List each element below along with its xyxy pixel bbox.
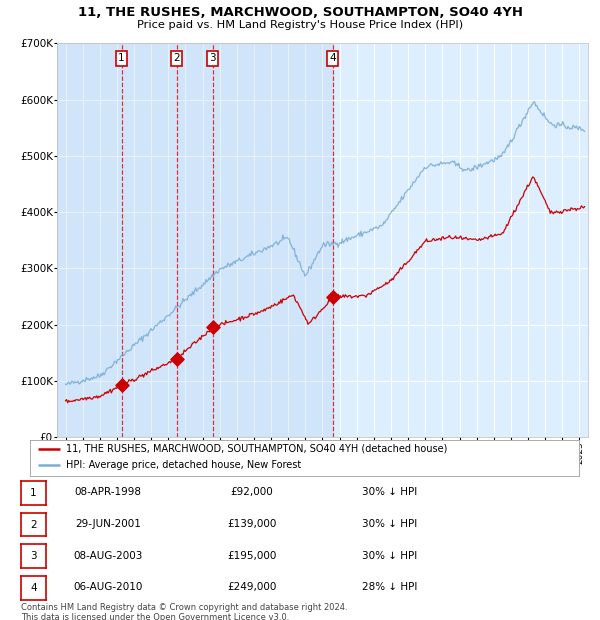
Text: £139,000: £139,000	[227, 519, 277, 529]
Text: £92,000: £92,000	[230, 487, 274, 497]
Text: 08-APR-1998: 08-APR-1998	[74, 487, 142, 497]
Point	[172, 354, 182, 364]
Text: 1: 1	[118, 53, 125, 63]
Text: Price paid vs. HM Land Registry's House Price Index (HPI): Price paid vs. HM Land Registry's House …	[137, 20, 463, 30]
Text: £195,000: £195,000	[227, 551, 277, 560]
Text: 28% ↓ HPI: 28% ↓ HPI	[362, 582, 418, 592]
Bar	[57, 43, 333, 437]
Text: 30% ↓ HPI: 30% ↓ HPI	[362, 487, 418, 497]
Text: 3: 3	[30, 551, 37, 561]
Point	[328, 292, 338, 302]
Text: 2: 2	[173, 53, 180, 63]
Text: 4: 4	[30, 583, 37, 593]
Text: 1: 1	[30, 488, 37, 498]
Text: 08-AUG-2003: 08-AUG-2003	[73, 551, 143, 560]
Text: 11, THE RUSHES, MARCHWOOD, SOUTHAMPTON, SO40 4YH: 11, THE RUSHES, MARCHWOOD, SOUTHAMPTON, …	[77, 6, 523, 19]
Text: 11, THE RUSHES, MARCHWOOD, SOUTHAMPTON, SO40 4YH (detached house): 11, THE RUSHES, MARCHWOOD, SOUTHAMPTON, …	[65, 443, 447, 454]
Text: 2: 2	[30, 520, 37, 529]
Text: HPI: Average price, detached house, New Forest: HPI: Average price, detached house, New …	[65, 461, 301, 471]
Text: 06-AUG-2010: 06-AUG-2010	[73, 582, 143, 592]
Text: Contains HM Land Registry data © Crown copyright and database right 2024.
This d: Contains HM Land Registry data © Crown c…	[21, 603, 347, 620]
Text: 3: 3	[209, 53, 216, 63]
Text: 4: 4	[329, 53, 336, 63]
Text: £249,000: £249,000	[227, 582, 277, 592]
Text: 30% ↓ HPI: 30% ↓ HPI	[362, 519, 418, 529]
Text: 29-JUN-2001: 29-JUN-2001	[75, 519, 141, 529]
Text: 30% ↓ HPI: 30% ↓ HPI	[362, 551, 418, 560]
Point	[117, 381, 127, 391]
Point	[208, 322, 218, 332]
